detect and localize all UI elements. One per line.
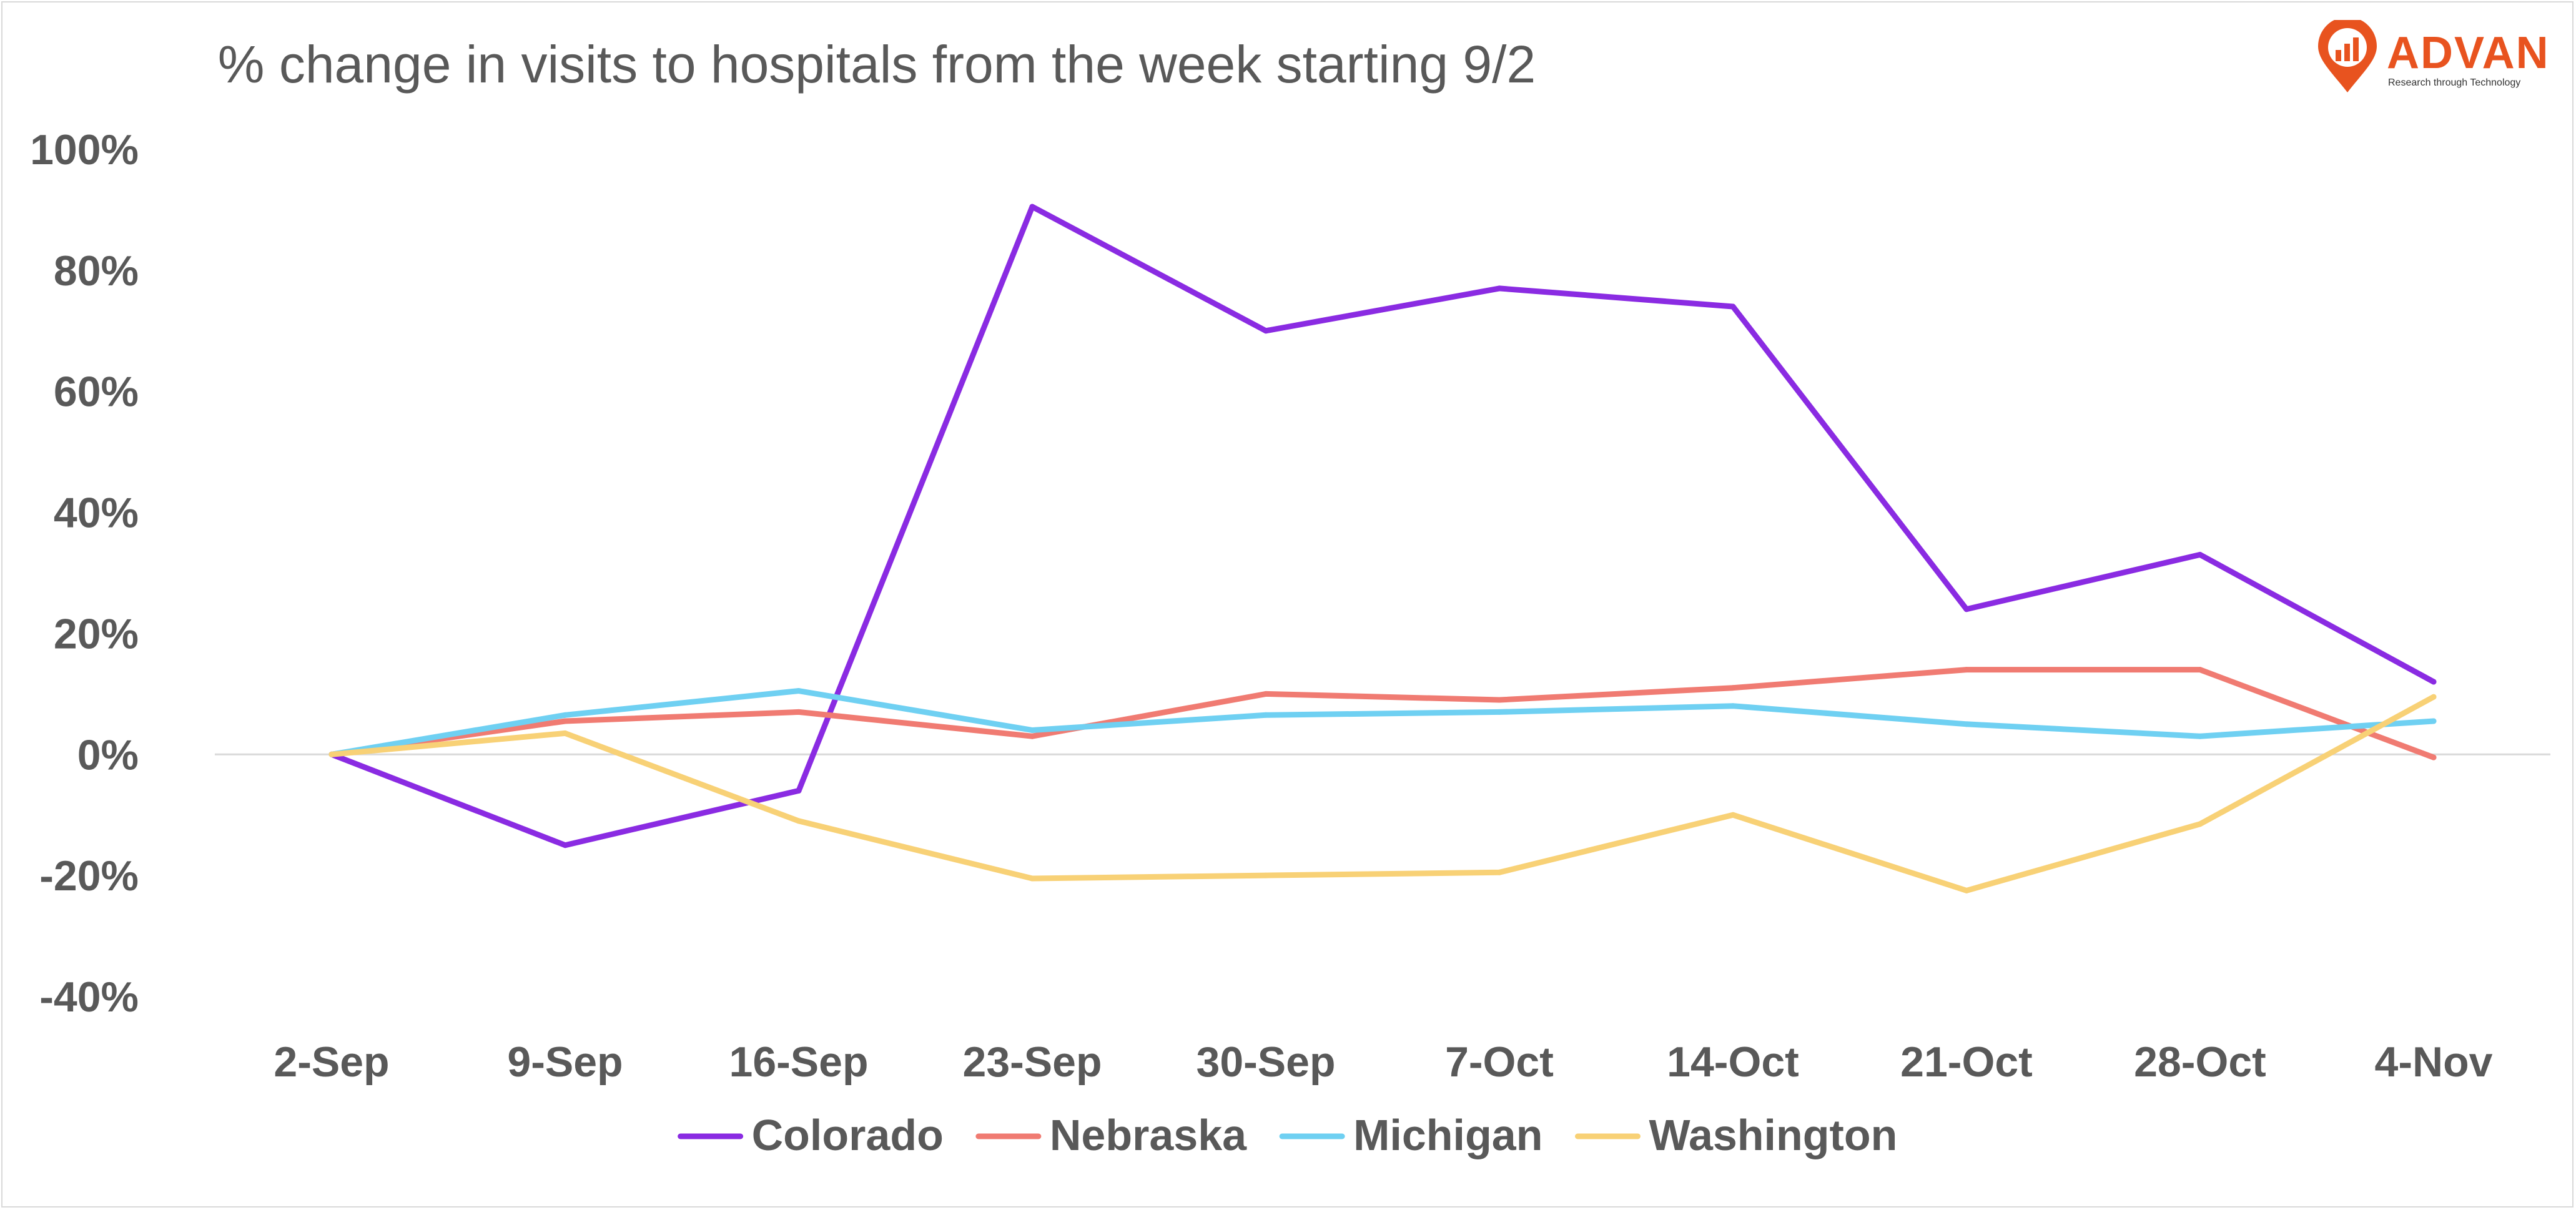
data-point-washington <box>328 751 335 757</box>
legend-label: Colorado <box>752 1111 944 1159</box>
x-tick-label: 30-Sep <box>1197 1038 1336 1086</box>
map-pin-chart-icon <box>2318 17 2377 92</box>
y-tick-label: 80% <box>54 247 139 295</box>
x-tick-label: 14-Oct <box>1667 1038 1799 1086</box>
y-tick-label: 100% <box>30 126 139 174</box>
data-point-colorado <box>2430 679 2437 685</box>
x-tick-label: 4-Nov <box>2375 1038 2493 1086</box>
data-point-michigan <box>1963 721 1970 727</box>
advan-logo: ADVAN Research through Technology <box>2313 17 2550 101</box>
y-tick-label: 60% <box>54 368 139 416</box>
legend-label: Michigan <box>1353 1111 1542 1159</box>
data-point-michigan <box>2197 733 2203 739</box>
legend-item-michigan: Michigan <box>1279 1111 1542 1159</box>
data-point-michigan <box>1263 712 1269 718</box>
x-tick-label: 7-Oct <box>1445 1038 1554 1086</box>
legend-item-colorado: Colorado <box>678 1111 944 1159</box>
series-line-colorado <box>328 204 2437 848</box>
x-tick-label: 16-Sep <box>729 1038 869 1086</box>
chart-title: % change in visits to hospitals from the… <box>218 35 1536 94</box>
data-point-nebraska <box>562 718 568 724</box>
data-point-nebraska <box>2197 667 2203 673</box>
data-point-washington <box>1963 887 1970 893</box>
data-point-colorado <box>562 842 568 848</box>
data-point-michigan <box>796 688 802 694</box>
x-tick-label: 23-Sep <box>963 1038 1102 1086</box>
data-point-colorado <box>2197 551 2203 558</box>
legend-label: Nebraska <box>1050 1111 1247 1159</box>
data-point-washington <box>2430 694 2437 700</box>
brand-name: ADVAN <box>2387 28 2550 78</box>
legend-label: Washington <box>1649 1111 1897 1159</box>
legend-item-nebraska: Nebraska <box>975 1111 1247 1159</box>
data-point-nebraska <box>2430 754 2437 760</box>
data-point-washington <box>1730 812 1736 818</box>
data-point-nebraska <box>796 709 802 715</box>
data-point-colorado <box>1730 303 1736 310</box>
legend-item-washington: Washington <box>1574 1111 1897 1159</box>
data-point-colorado <box>1263 328 1269 334</box>
x-tick-label: 28-Oct <box>2134 1038 2266 1086</box>
data-point-nebraska <box>1963 667 1970 673</box>
data-point-michigan <box>1730 703 1736 709</box>
x-tick-label: 21-Oct <box>1900 1038 2033 1086</box>
series-line-nebraska <box>328 667 2437 760</box>
data-point-michigan <box>562 712 568 718</box>
y-tick-label: 40% <box>54 489 139 537</box>
series-line-washington <box>328 694 2437 893</box>
data-point-nebraska <box>1730 685 1736 691</box>
data-point-michigan <box>1029 727 1035 734</box>
y-tick-label: 20% <box>54 610 139 657</box>
data-point-washington <box>796 818 802 824</box>
y-tick-label: -20% <box>39 852 139 900</box>
data-point-nebraska <box>1263 691 1269 697</box>
data-point-michigan <box>1496 709 1503 715</box>
data-point-colorado <box>1963 606 1970 612</box>
series-line-michigan <box>328 688 2437 757</box>
data-point-colorado <box>796 787 802 794</box>
data-point-nebraska <box>1496 697 1503 703</box>
y-tick-label: 0% <box>77 731 139 779</box>
data-point-colorado <box>1496 285 1503 292</box>
y-tick-label: -40% <box>39 973 139 1021</box>
data-point-washington <box>1496 869 1503 875</box>
data-point-nebraska <box>1029 733 1035 739</box>
data-point-washington <box>2197 821 2203 827</box>
data-point-colorado <box>1029 204 1035 210</box>
x-tick-label: 2-Sep <box>274 1038 389 1086</box>
data-point-washington <box>1263 872 1269 878</box>
data-point-washington <box>562 730 568 736</box>
data-point-washington <box>1029 875 1035 882</box>
data-point-michigan <box>2430 718 2437 724</box>
brand-tagline: Research through Technology <box>2388 77 2521 88</box>
x-tick-label: 9-Sep <box>507 1038 623 1086</box>
